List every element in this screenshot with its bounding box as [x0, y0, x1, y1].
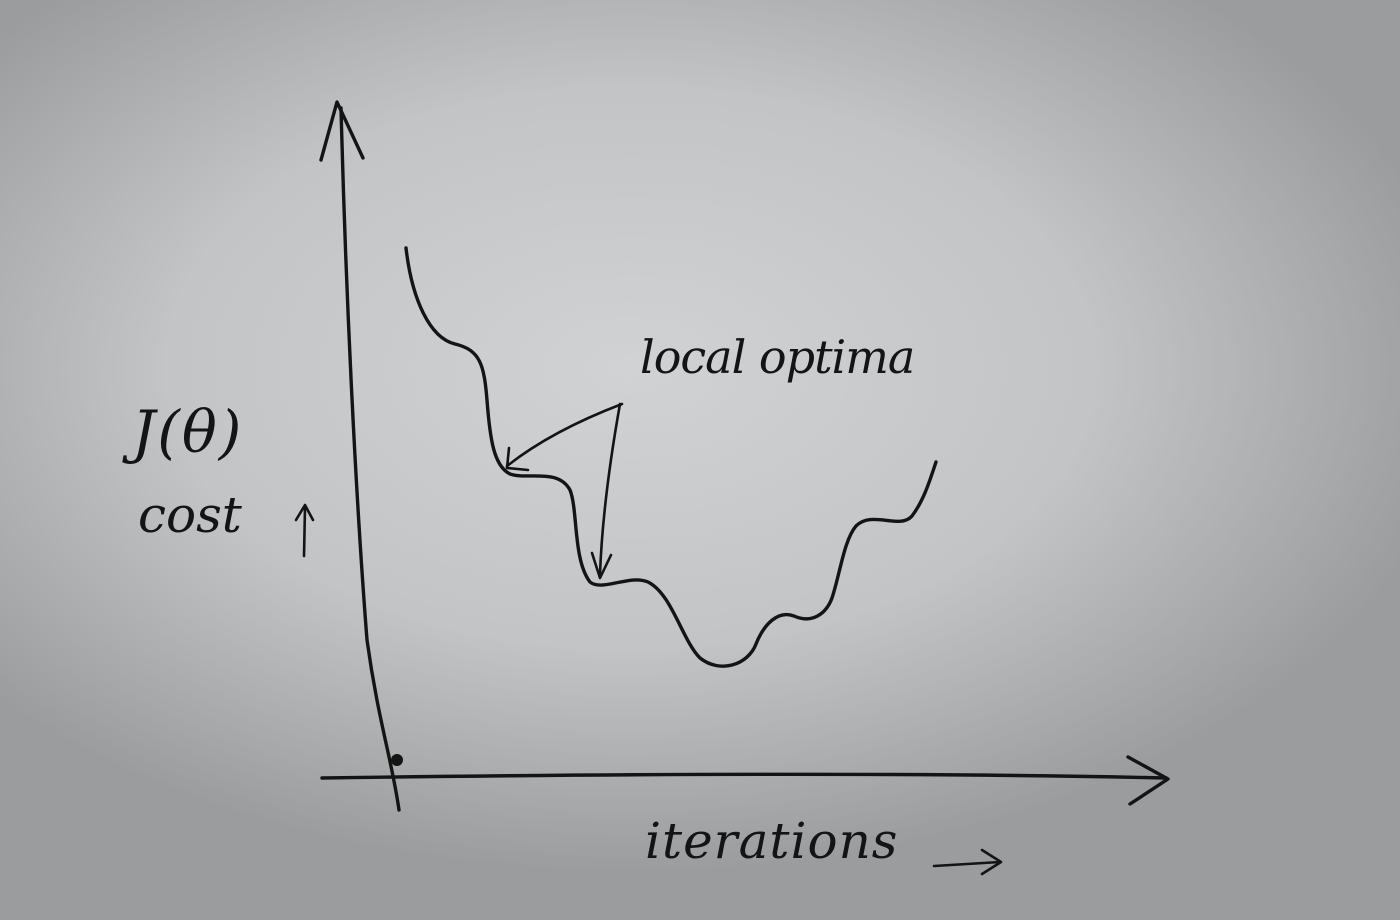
- x-axis-arrowhead: [1126, 755, 1170, 806]
- x-axis-line: [320, 772, 1168, 780]
- arrow-right-icon: [932, 848, 1003, 876]
- arrow-to-first-minimum: [505, 402, 624, 468]
- arrow-to-first-minimum-head: [505, 446, 530, 472]
- x-axis-label: iterations: [645, 812, 899, 870]
- y-axis-label: J(θ): [132, 398, 244, 466]
- y-axis-line: [339, 106, 401, 812]
- local-optima-annotation: local optima: [640, 330, 915, 384]
- y-axis-sublabel: cost: [138, 486, 242, 544]
- arrow-to-second-minimum: [598, 402, 622, 576]
- y-axis-arrowhead: [319, 100, 365, 162]
- arrow-to-second-minimum-head: [590, 551, 613, 580]
- cost-curve: [404, 246, 938, 668]
- arrow-up-icon: [294, 503, 315, 558]
- origin-dot: [391, 754, 403, 766]
